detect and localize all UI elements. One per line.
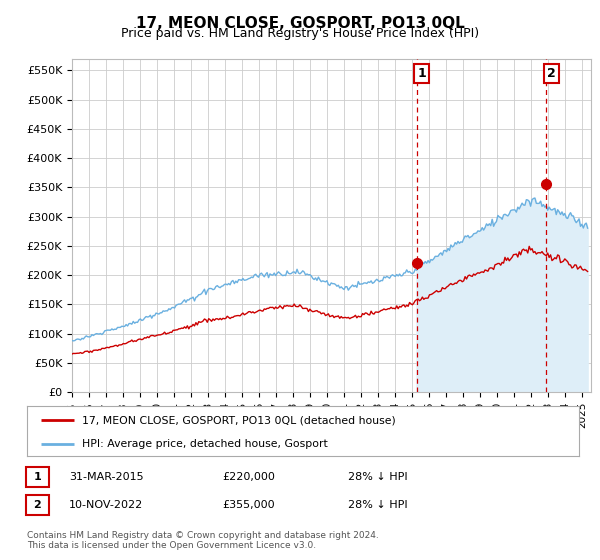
Text: £220,000: £220,000 xyxy=(222,472,275,482)
Text: 17, MEON CLOSE, GOSPORT, PO13 0QL: 17, MEON CLOSE, GOSPORT, PO13 0QL xyxy=(136,16,464,31)
Text: 1: 1 xyxy=(34,472,41,482)
Text: HPI: Average price, detached house, Gosport: HPI: Average price, detached house, Gosp… xyxy=(82,439,328,449)
Text: 28% ↓ HPI: 28% ↓ HPI xyxy=(348,472,407,482)
Text: 17, MEON CLOSE, GOSPORT, PO13 0QL (detached house): 17, MEON CLOSE, GOSPORT, PO13 0QL (detac… xyxy=(82,415,396,425)
Text: 2: 2 xyxy=(547,67,556,80)
Text: 1: 1 xyxy=(418,67,426,80)
Text: 28% ↓ HPI: 28% ↓ HPI xyxy=(348,500,407,510)
Text: Price paid vs. HM Land Registry's House Price Index (HPI): Price paid vs. HM Land Registry's House … xyxy=(121,27,479,40)
Text: 31-MAR-2015: 31-MAR-2015 xyxy=(69,472,143,482)
Text: Contains HM Land Registry data © Crown copyright and database right 2024.
This d: Contains HM Land Registry data © Crown c… xyxy=(27,531,379,550)
Text: 2: 2 xyxy=(34,500,41,510)
Text: 10-NOV-2022: 10-NOV-2022 xyxy=(69,500,143,510)
Text: £355,000: £355,000 xyxy=(222,500,275,510)
